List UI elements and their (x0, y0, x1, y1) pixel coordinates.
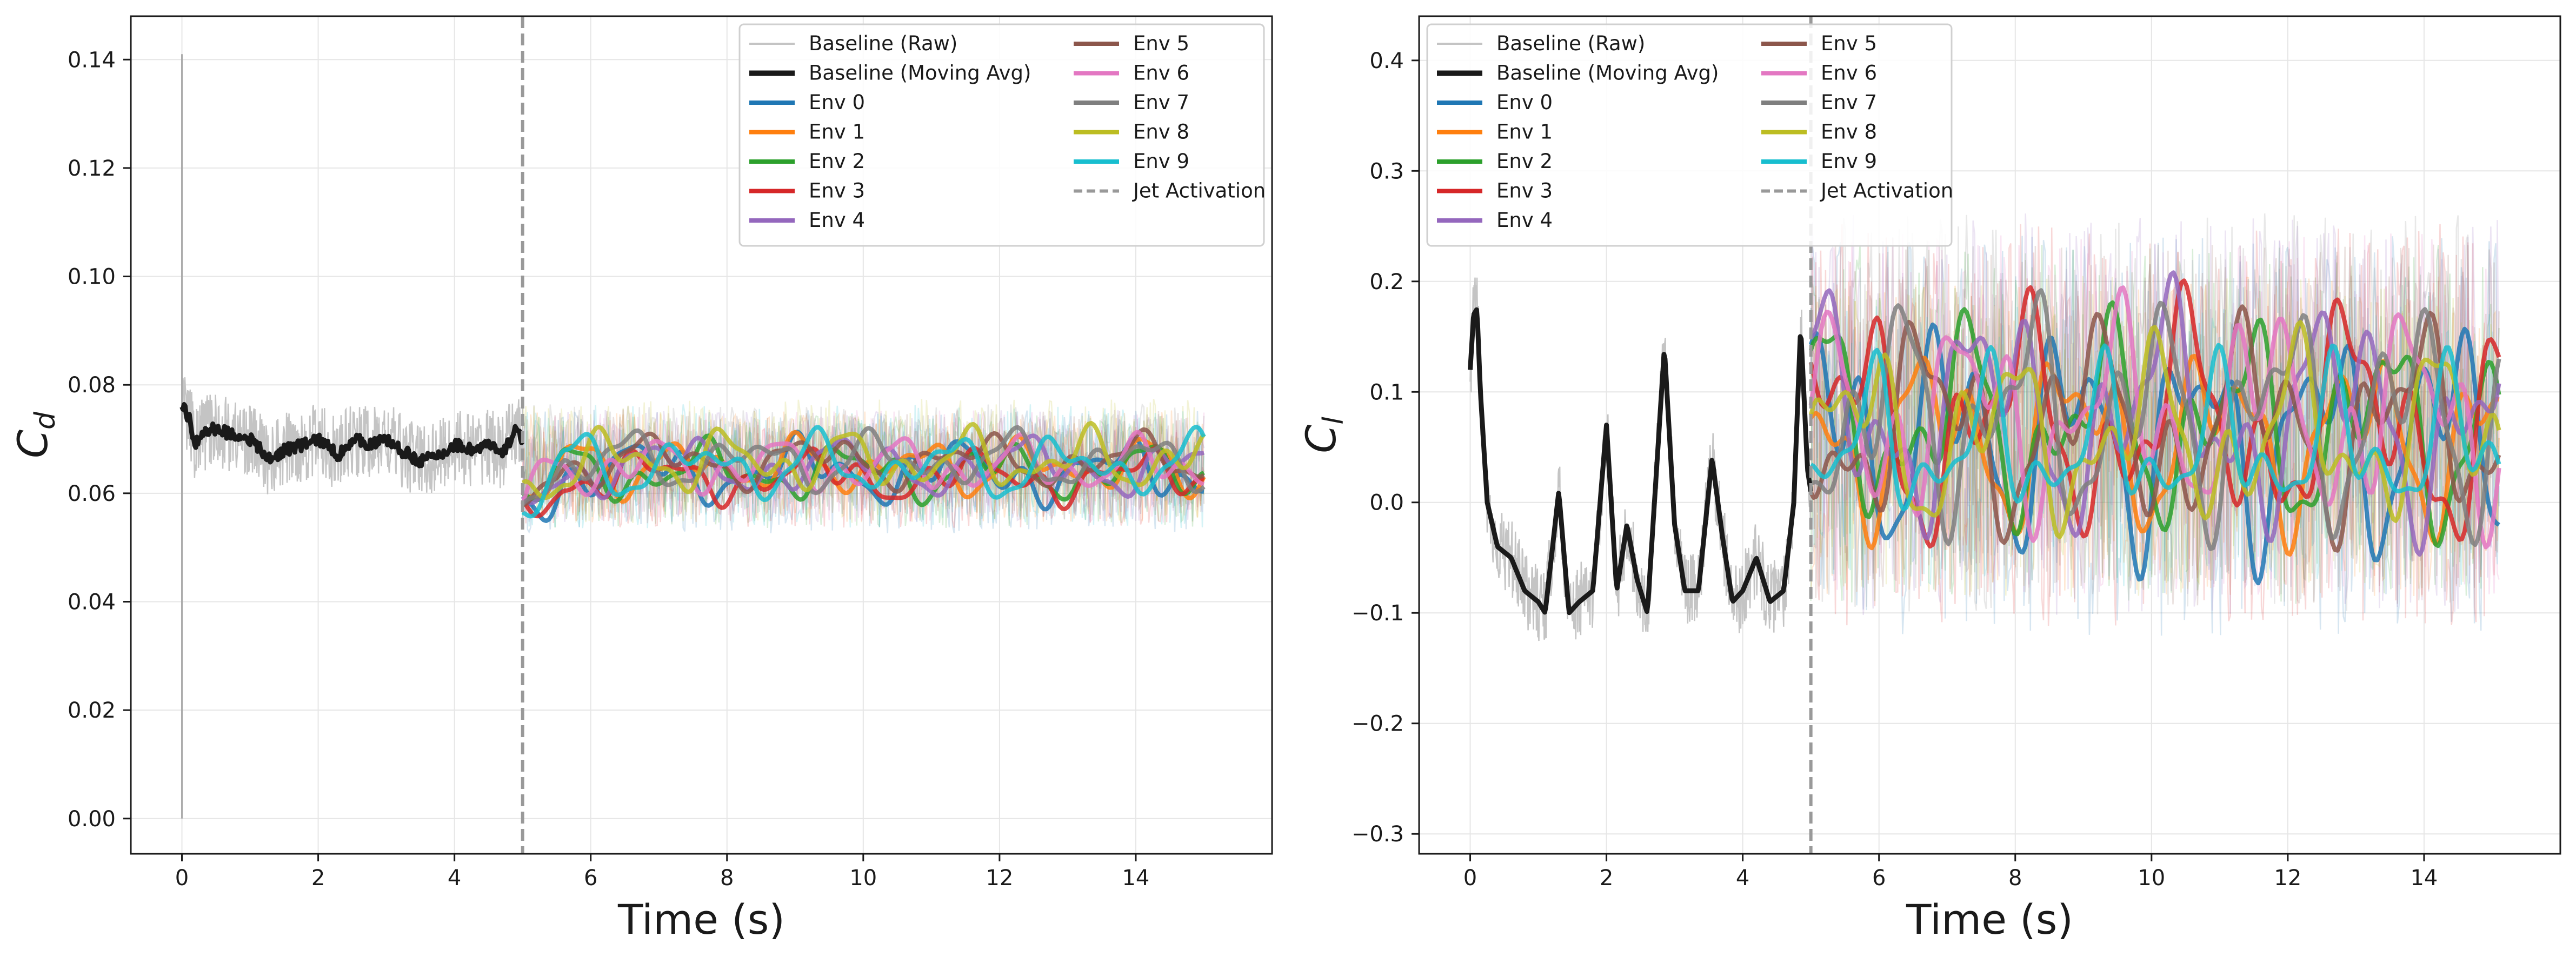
x-tick-label: 14 (2410, 866, 2438, 891)
legend-label: Baseline (Raw) (809, 32, 957, 55)
x-tick-label: 12 (986, 866, 1013, 891)
legend-label: Env 6 (1821, 62, 1877, 85)
legend-label: Env 7 (1821, 91, 1877, 114)
legend-label: Baseline (Moving Avg) (1496, 62, 1719, 85)
legend-label: Env 2 (809, 150, 865, 173)
y-tick-label: 0.00 (68, 807, 116, 832)
legend-label: Env 4 (809, 209, 865, 232)
legend-label: Baseline (Moving Avg) (809, 62, 1031, 85)
x-axis-label: Time (s) (617, 895, 785, 943)
y-tick-label: 0.08 (68, 373, 116, 398)
plot-frame (130, 15, 1273, 855)
legend-label: Env 0 (1496, 91, 1553, 114)
x-tick-label: 14 (1122, 866, 1149, 891)
plot-area (179, 54, 1206, 819)
legend-label: Env 4 (1496, 209, 1553, 232)
plot-area (1468, 213, 2501, 641)
x-tick-label: 2 (311, 866, 325, 891)
y-axis-label-sub: l (1317, 417, 1350, 425)
y-tick-label: 0.1 (1369, 380, 1404, 405)
legend-label: Jet Activation (1820, 179, 1953, 203)
legend-label: Env 8 (1133, 121, 1189, 144)
y-tick-label: 0.3 (1369, 159, 1404, 184)
series-line-env-6 (1808, 285, 2501, 550)
env-raw-line-8 (522, 399, 1205, 524)
y-tick-label: 0.14 (68, 48, 116, 72)
y-tick-label: 0.04 (68, 590, 116, 614)
env-raw-line-1 (1810, 276, 2500, 597)
env-raw-line-9 (1810, 306, 2500, 587)
legend-label: Env 5 (1821, 32, 1877, 55)
y-tick-label: 0.10 (68, 265, 116, 290)
series-line-env-9 (521, 424, 1206, 519)
legend-label: Env 9 (1821, 150, 1877, 173)
legend-label: Env 0 (809, 91, 865, 114)
y-tick-label: 0.0 (1369, 491, 1404, 516)
x-tick-label: 0 (1463, 866, 1477, 891)
y-tick-label: 0.2 (1369, 270, 1404, 295)
legend-label: Env 1 (1496, 121, 1553, 144)
y-tick-label: −0.3 (1352, 822, 1404, 847)
x-tick-label: 8 (2008, 866, 2022, 891)
y-axis-label: Cd (9, 411, 62, 458)
chart-panel-left: 0 2 4 6 8 10 12 14 0.00 0.02 0.04 0.06 0.08 0.10 0.12 0… (9, 15, 1273, 943)
series-line-baseline-moving-avg (179, 402, 525, 469)
x-tick-label: 2 (1600, 866, 1613, 891)
y-tick-label: 0.06 (68, 481, 116, 506)
legend-label: Env 5 (1133, 32, 1189, 55)
y-tick-label: −0.2 (1352, 712, 1404, 737)
legend-label: Env 3 (809, 179, 865, 203)
series-line-env-8 (1808, 320, 2501, 539)
legend-box (738, 23, 1265, 247)
legend-box (1426, 23, 1953, 247)
y-tick-label: 0.4 (1369, 49, 1404, 73)
series-line-env-9 (1809, 343, 2501, 512)
legend-label: Env 9 (1133, 150, 1189, 173)
legend-label: Env 2 (1496, 150, 1553, 173)
y-axis-label-sub: d (29, 411, 62, 430)
legend: Baseline (Raw) Baseline (Moving Avg) Env 0… (738, 23, 1266, 247)
legend-label: Jet Activation (1132, 179, 1266, 203)
plot-frame (1418, 15, 2561, 855)
y-axis-label: Cl (1297, 417, 1350, 453)
env-raw-line-4 (522, 410, 1205, 523)
x-tick-label: 0 (175, 866, 189, 891)
series-line-env-7 (521, 425, 1206, 506)
x-tick-label: 10 (2138, 866, 2165, 891)
legend: Baseline (Raw) Baseline (Moving Avg) Env 0… (1426, 23, 1953, 247)
baseline-raw-line (1469, 277, 1812, 641)
x-tick-label: 4 (1736, 866, 1749, 891)
x-tick-label: 12 (2274, 866, 2301, 891)
chart-panel-right: 0 2 4 6 8 10 12 14 −0.3 −0.2 −0.1 0.0 0.1 0.2 0.3 0.4 Ti… (1297, 15, 2561, 943)
series-line-env-7 (1810, 288, 2501, 551)
series-line-env-5 (522, 427, 1205, 507)
x-axis-label: Time (s) (1906, 895, 2073, 943)
series-line-baseline-moving-avg (1468, 307, 1814, 615)
legend-label: Baseline (Raw) (1496, 32, 1645, 55)
x-tick-label: 6 (1872, 866, 1886, 891)
legend-label: Env 1 (809, 121, 865, 144)
legend-label: Env 7 (1133, 91, 1189, 114)
x-tick-label: 4 (448, 866, 461, 891)
y-axis-label-main: C (1297, 425, 1345, 453)
x-tick-label: 6 (584, 866, 597, 891)
env-raw-line-6 (522, 410, 1205, 523)
y-tick-label: −0.1 (1352, 601, 1404, 626)
y-tick-label: 0.12 (68, 156, 116, 181)
series-line-env-8 (521, 421, 1206, 500)
x-tick-label: 10 (849, 866, 877, 891)
legend-label: Env 6 (1133, 62, 1189, 85)
legend-label: Env 8 (1821, 121, 1877, 144)
env-raw-line-3 (1810, 224, 2500, 626)
legend-label: Env 3 (1496, 179, 1553, 203)
env-raw-line-3 (522, 426, 1205, 528)
y-axis-label-main: C (9, 430, 57, 458)
x-tick-label: 8 (720, 866, 734, 891)
y-tick-label: 0.02 (68, 698, 116, 723)
